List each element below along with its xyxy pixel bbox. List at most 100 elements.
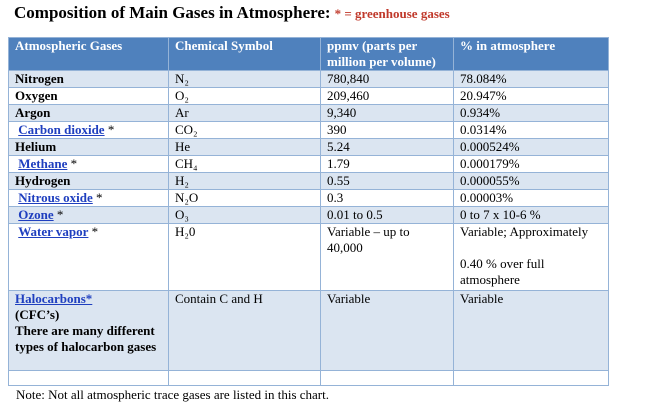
gas-cell: Halocarbons* (CFC’s) There are many differ… (8, 290, 169, 371)
percent-cell: 0.934% (453, 104, 609, 122)
percent-text: 0.0314% (460, 122, 507, 137)
percent-text: 78.084% (460, 71, 507, 86)
table-row: Nitrogen N₂ 780,840 78.084% (8, 70, 609, 88)
ppmv-cell: 0.3 (320, 189, 454, 207)
gas-name: Argon (15, 105, 51, 120)
percent-cell: 20.947% (453, 87, 609, 105)
ppmv-cell: 209,460 (320, 87, 454, 105)
greenhouse-mark: * (107, 122, 115, 137)
table-row: Nitrous oxide * N₂O 0.3 0.00003% (8, 189, 609, 207)
ppmv-cell: 9,340 (320, 104, 454, 122)
table-row: Methane * CH₄ 1.79 0.000179% (8, 155, 609, 173)
percent-cell: 0.00003% (453, 189, 609, 207)
gas-link[interactable]: Methane (18, 156, 68, 171)
ppmv-cell: 780,840 (320, 70, 454, 88)
percent-text: 0 to 7 x 10-6 % (460, 207, 541, 222)
gas-cell: Nitrous oxide * (8, 189, 169, 207)
table-row: Water vapor * H₂0 Variable – up to 40,000 V… (8, 223, 609, 291)
percent-text: 0.000055% (460, 173, 520, 188)
gas-link[interactable]: Ozone (18, 207, 54, 222)
empty-cell (320, 370, 454, 386)
ppmv-cell: Variable (320, 290, 454, 371)
formula-cell: N₂ (168, 70, 321, 88)
empty-cell (453, 370, 609, 386)
gas-link[interactable]: Halocarbons* (15, 291, 93, 306)
gas-link[interactable]: Nitrous oxide (18, 190, 93, 205)
legend-note: * = greenhouse gases (334, 6, 450, 21)
percent-cell: Variable; Approximately 0.40 % over full … (453, 223, 609, 291)
percent-text: 0.000524% (460, 139, 520, 154)
percent-text: 0.00003% (460, 190, 514, 205)
gas-note: (CFC’s) (15, 307, 60, 322)
header-cell: ppmv (parts per million per volume) (320, 37, 454, 71)
percent-cell: 0.0314% (453, 121, 609, 139)
table-row: Hydrogen H₂ 0.55 0.000055% (8, 172, 609, 190)
table-body: Nitrogen N₂ 780,840 78.084% Oxygen O₂ 209,460 2… (8, 70, 609, 386)
header-cell: Atmospheric Gases (8, 37, 169, 71)
formula-cell: CO₂ (168, 121, 321, 139)
percent-cell: Variable (453, 290, 609, 371)
gas-name: Hydrogen (15, 173, 71, 188)
formula-cell: Ar (168, 104, 321, 122)
percent-cell: 78.084% (453, 70, 609, 88)
percent-cell: 0.000055% (453, 172, 609, 190)
ppmv-cell: Variable – up to 40,000 (320, 223, 454, 291)
header-row: Atmospheric Gases Chemical Symbol ppmv (… (8, 37, 609, 71)
percent-cell: 0.000179% (453, 155, 609, 173)
formula-cell: Contain C and H (168, 290, 321, 371)
gas-cell: Hydrogen (8, 172, 169, 190)
header-cell: % in atmosphere (453, 37, 609, 71)
gas-link[interactable]: Carbon dioxide (18, 122, 105, 137)
percent-text: 0.40 % over full atmosphere (460, 256, 545, 287)
gas-name: Oxygen (15, 88, 58, 103)
table-row: Argon Ar 9,340 0.934% (8, 104, 609, 122)
greenhouse-mark: * (96, 190, 103, 205)
table-row: Helium He 5.24 0.000524% (8, 138, 609, 156)
gas-cell: Methane * (8, 155, 169, 173)
table-row: Carbon dioxide * CO₂ 390 0.0314% (8, 121, 609, 139)
gas-note: There are many different types of haloca… (15, 323, 157, 354)
formula-cell: H₂ (168, 172, 321, 190)
formula-cell: O₃ (168, 206, 321, 224)
ppmv-cell: 390 (320, 121, 454, 139)
percent-text: Variable; Approximately (460, 224, 589, 239)
greenhouse-mark: * (91, 224, 99, 239)
gas-link[interactable]: Water vapor (18, 224, 89, 239)
ppmv-cell: 0.01 to 0.5 (320, 206, 454, 224)
formula-cell: O₂ (168, 87, 321, 105)
ppmv-cell: 0.55 (320, 172, 454, 190)
greenhouse-mark: * (70, 156, 78, 171)
greenhouse-mark: * (56, 207, 64, 222)
gas-cell: Oxygen (8, 87, 169, 105)
percent-cell: 0 to 7 x 10-6 % (453, 206, 609, 224)
title: Composition of Main Gases in Atmosphere: (14, 3, 331, 22)
empty-cell (8, 370, 169, 386)
table-row: Halocarbons* (CFC’s) There are many differ… (8, 290, 609, 371)
gas-cell: Carbon dioxide * (8, 121, 169, 139)
note: Note: Not all atmospheric trace gases ar… (16, 387, 329, 402)
table-row: Ozone * O₃ 0.01 to 0.5 0 to 7 x 10-6 % (8, 206, 609, 224)
percent-cell: 0.000524% (453, 138, 609, 156)
formula-cell: H₂0 (168, 223, 321, 291)
gas-name: Helium (15, 139, 57, 154)
ppmv-cell: 5.24 (320, 138, 454, 156)
percent-text: 20.947% (460, 88, 507, 103)
formula-cell: CH₄ (168, 155, 321, 173)
empty-cell (168, 370, 321, 386)
percent-text: 0.934% (460, 105, 501, 120)
gas-cell: Ozone * (8, 206, 169, 224)
gas-cell: Water vapor * (8, 223, 169, 291)
percent-text: Variable (460, 291, 504, 306)
gas-cell: Helium (8, 138, 169, 156)
gas-cell: Argon (8, 104, 169, 122)
formula-cell: He (168, 138, 321, 156)
gas-cell: Nitrogen (8, 70, 169, 88)
percent-text: 0.000179% (460, 156, 520, 171)
title-line: Composition of Main Gases in Atmosphere:… (14, 3, 450, 23)
ppmv-cell: 1.79 (320, 155, 454, 173)
gas-name: Nitrogen (15, 71, 64, 86)
gas-table: Atmospheric Gases Chemical Symbol ppmv (… (8, 37, 609, 386)
formula-cell: N₂O (168, 189, 321, 207)
table-row: Oxygen O₂ 209,460 20.947% (8, 87, 609, 105)
